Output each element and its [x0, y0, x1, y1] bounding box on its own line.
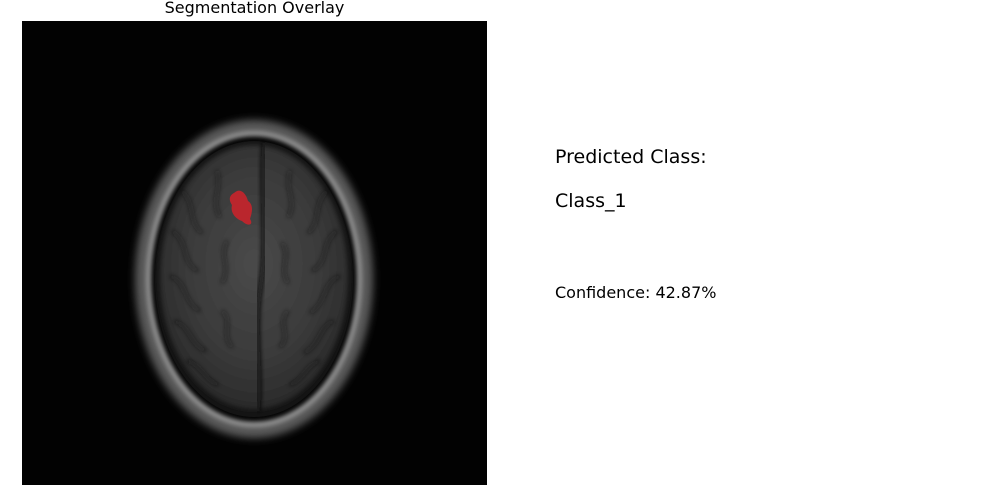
confidence-label: Confidence: 42.87%: [555, 283, 717, 302]
midline-fissure: [255, 142, 266, 412]
skull-outline: [135, 120, 373, 438]
segmentation-mask: [229, 190, 252, 225]
overlay-title: Segmentation Overlay: [164, 0, 345, 17]
predicted-class-value: Class_1: [555, 190, 627, 212]
predicted-class-heading: Predicted Class:: [555, 146, 707, 168]
mri-scan-svg: [135, 120, 373, 438]
sulci-pattern: [169, 170, 341, 387]
skull-rim: [145, 130, 363, 428]
brain-tissue: [160, 145, 348, 409]
mri-scan-image: [22, 21, 487, 485]
